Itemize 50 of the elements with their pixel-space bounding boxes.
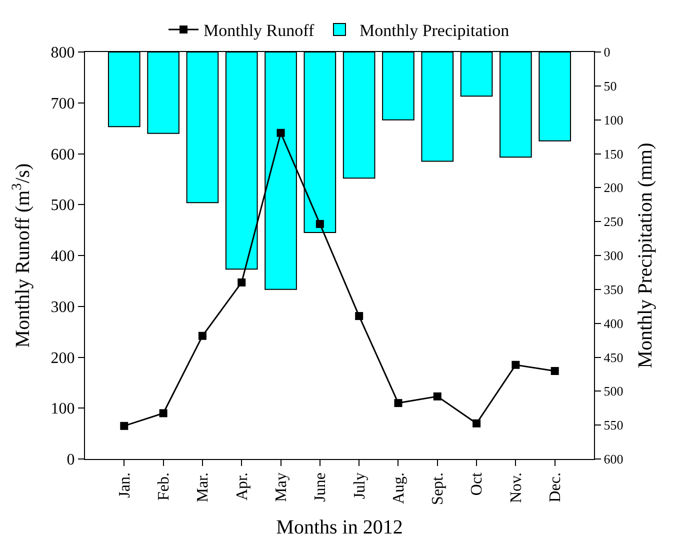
point bbox=[550, 366, 559, 375]
point bbox=[472, 419, 481, 428]
x-tick-label: Aug. bbox=[390, 472, 408, 504]
point bbox=[316, 220, 324, 228]
y2-tick-label: 550 bbox=[604, 418, 624, 433]
x-tick-label: June bbox=[312, 472, 330, 502]
point bbox=[198, 332, 206, 340]
x-tick-label: Apr. bbox=[234, 472, 251, 500]
y-tick-label: 500 bbox=[50, 197, 75, 214]
x-tick-label: May bbox=[272, 472, 290, 502]
x-tick-label: Dec. bbox=[547, 472, 564, 502]
point bbox=[512, 360, 520, 369]
legend-label: Monthly Precipitation bbox=[360, 21, 510, 40]
point bbox=[276, 128, 285, 137]
y2-tick-label: 0 bbox=[604, 44, 610, 60]
y2-tick-label: 100 bbox=[604, 112, 624, 128]
x-tick-label: Nov. bbox=[508, 472, 525, 504]
y2-tick-label: 350 bbox=[604, 282, 624, 297]
point bbox=[394, 399, 402, 408]
x-tick-label: Feb. bbox=[156, 472, 173, 500]
y-tick-label: 200 bbox=[50, 350, 75, 367]
point bbox=[433, 392, 442, 400]
y2-tick-label: 500 bbox=[604, 384, 624, 399]
y2-tick-label: 50 bbox=[604, 78, 617, 94]
x-tick-label: Jan. bbox=[116, 472, 134, 498]
point bbox=[355, 312, 364, 320]
y2-tick-label: 450 bbox=[604, 350, 624, 365]
y-tick-label: 400 bbox=[50, 248, 75, 266]
y2-tick-label: 150 bbox=[604, 146, 624, 162]
y2-tick-label: 200 bbox=[604, 180, 624, 196]
y-tick-label: 800 bbox=[50, 44, 75, 62]
x-tick-label: Mar. bbox=[194, 472, 212, 502]
point bbox=[120, 422, 128, 430]
x-axis-title: Months in 2012 bbox=[276, 516, 403, 538]
y2-tick-label: 400 bbox=[604, 316, 624, 331]
y-tick-label: 0 bbox=[66, 452, 75, 469]
y2-axis-title: Monthly Precipitation (mm) bbox=[634, 142, 657, 368]
point bbox=[159, 409, 168, 418]
y2-tick-label: 250 bbox=[604, 214, 624, 230]
x-tick-label: Sept. bbox=[430, 472, 447, 505]
x-tick-label: Oct bbox=[468, 472, 486, 496]
y2-tick-label: 600 bbox=[604, 452, 624, 467]
y-tick-label: 700 bbox=[50, 95, 75, 112]
y-tick-label: 600 bbox=[50, 146, 75, 164]
y-tick-label: 300 bbox=[50, 298, 75, 316]
y-tick-label: 100 bbox=[50, 400, 75, 418]
legend-label: Monthly Runoff bbox=[204, 21, 315, 40]
y2-tick-label: 300 bbox=[604, 248, 624, 264]
x-tick-label: July bbox=[351, 472, 368, 500]
point bbox=[238, 278, 246, 286]
